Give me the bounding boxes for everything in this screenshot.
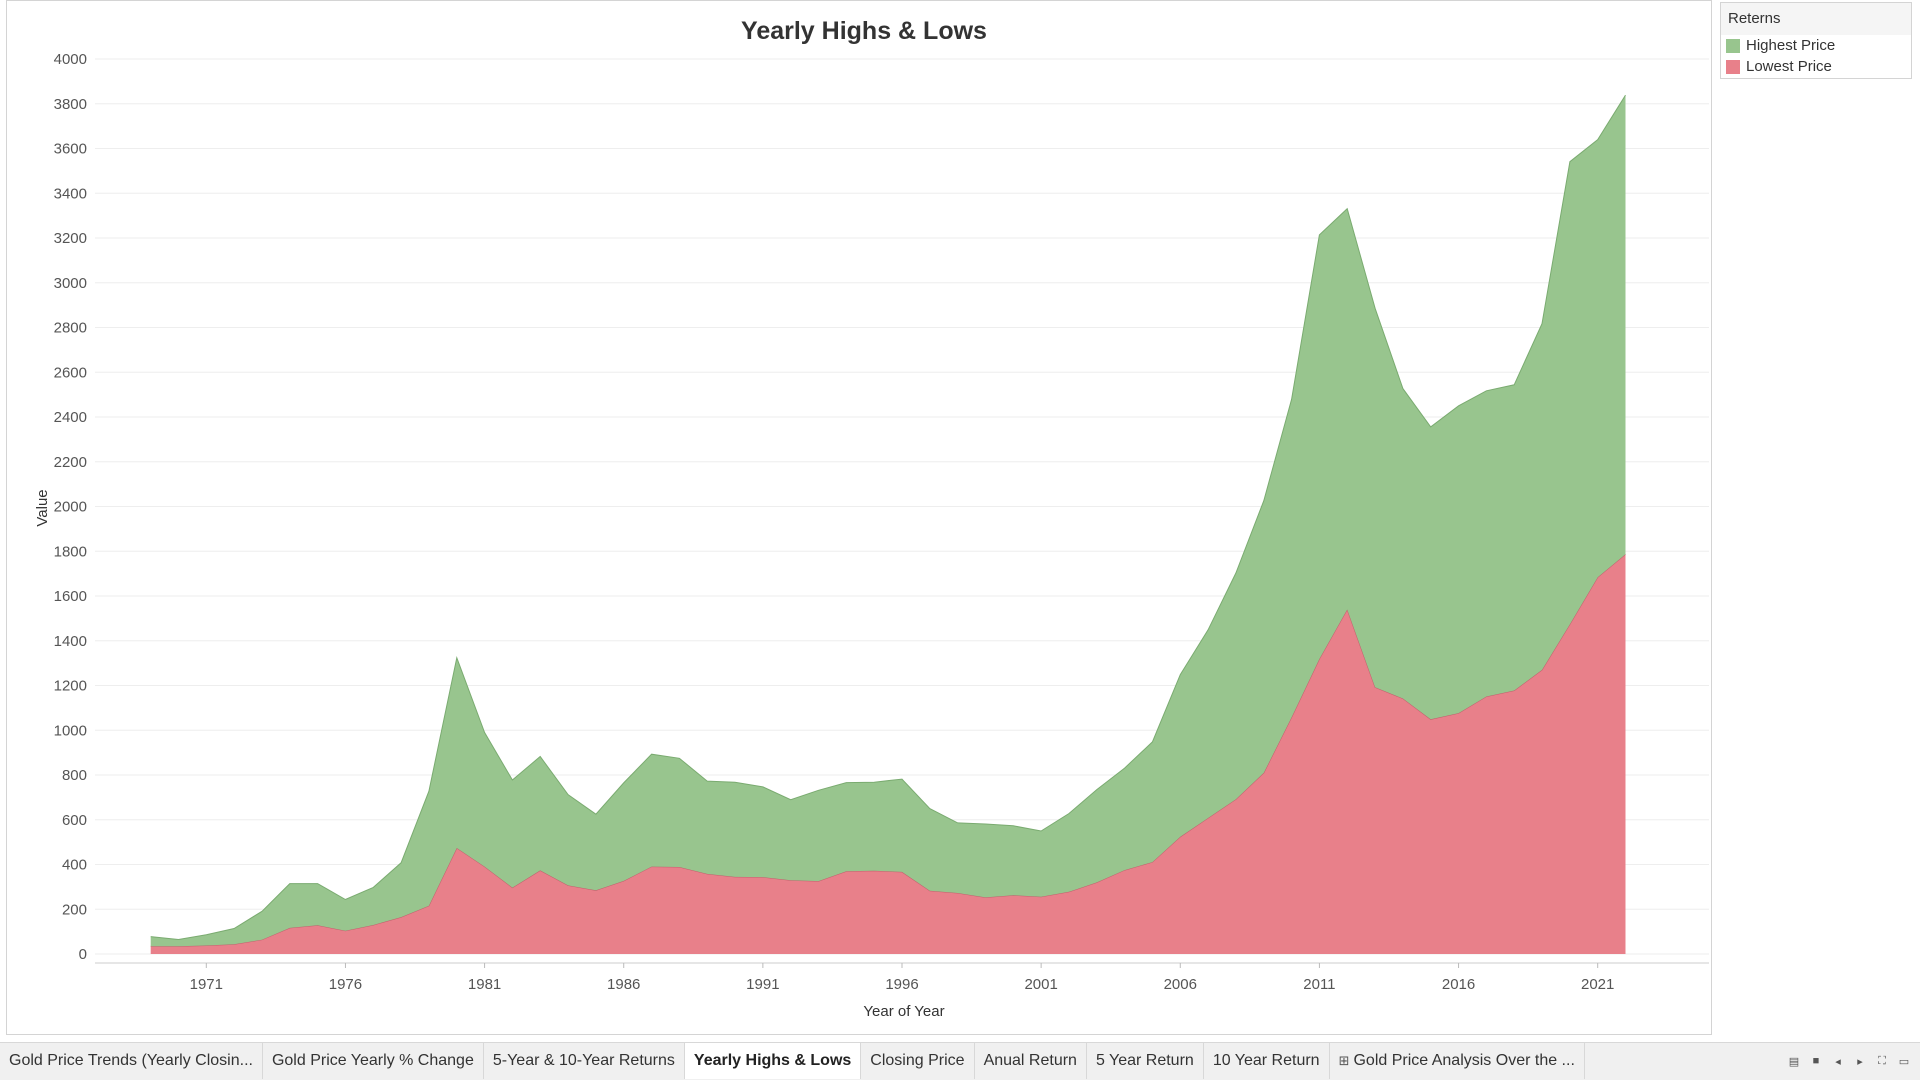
legend-item-highest-price[interactable]: Highest Price: [1721, 35, 1911, 56]
y-tick-label: 0: [79, 946, 87, 963]
y-tick-label: 1400: [54, 633, 87, 650]
y-tick-label: 2600: [54, 364, 87, 381]
y-tick-label: 2800: [54, 320, 87, 337]
fullscreen-icon[interactable]: ⛶: [1878, 1054, 1886, 1067]
y-tick-label: 2200: [54, 454, 87, 471]
y-tick-label: 200: [62, 901, 87, 918]
y-tick-label: 3000: [54, 275, 87, 292]
y-tick-label: 3600: [54, 141, 87, 158]
y-tick-label: 2000: [54, 499, 87, 516]
x-tick-label: 2021: [1581, 976, 1614, 993]
area-series-layer: [150, 94, 1626, 954]
tab-yearly-highs-lows[interactable]: Yearly Highs & Lows: [684, 1043, 862, 1079]
tab-closing-price[interactable]: Closing Price: [861, 1043, 975, 1079]
x-tick-label: 1971: [190, 976, 223, 993]
legend-item-lowest-price[interactable]: Lowest Price: [1721, 56, 1911, 77]
legend-label-highest-price: Highest Price: [1746, 37, 1836, 54]
chart-title: Yearly Highs & Lows: [741, 17, 987, 45]
tab-anual-return[interactable]: Anual Return: [974, 1043, 1087, 1079]
edge-highest-price: [150, 94, 1626, 941]
x-tick-label: 1986: [607, 976, 640, 993]
show-sheets-icon[interactable]: ▤: [1788, 1055, 1800, 1068]
y-tick-label: 4000: [54, 51, 87, 68]
legend-label-lowest-price: Lowest Price: [1746, 58, 1832, 75]
next-sheet-icon[interactable]: ▸: [1857, 1055, 1863, 1068]
area-lowest-price[interactable]: [150, 554, 1626, 954]
y-tick-label: 1800: [54, 543, 87, 560]
y-tick-label: 400: [62, 857, 87, 874]
y-tick-label: 1200: [54, 678, 87, 695]
tab-5-10-year-returns[interactable]: 5-Year & 10-Year Returns: [483, 1043, 685, 1079]
x-tick-label: 1991: [746, 976, 779, 993]
x-tick-label: 1996: [885, 976, 918, 993]
tab-5-year-return[interactable]: 5 Year Return: [1086, 1043, 1204, 1079]
x-tick-label: 2011: [1303, 976, 1335, 993]
legend-swatch-highest-price: [1726, 38, 1740, 53]
y-tick-label: 1600: [54, 588, 87, 605]
x-tick-label: 2006: [1164, 976, 1197, 993]
tab-gold-price-trends[interactable]: Gold Price Trends (Yearly Closin...: [0, 1043, 263, 1079]
x-tick-label: 2016: [1442, 976, 1475, 993]
x-axis: 1971 1976 1981 1986 1991 1996 2001 2006 2011 2016…: [95, 962, 1709, 993]
legend-swatch-lowest-price: [1726, 59, 1740, 74]
y-tick-label: 600: [62, 812, 87, 829]
y-tick-label: 3200: [54, 230, 87, 247]
y-axis: 0 200 400 600 800 1000 1200 1400 1600 1800 2000 220…: [54, 51, 87, 963]
sheet-toolbar: ▤ ■ ◂ ▸ ⛶ ▭: [1786, 1053, 1912, 1069]
grid-lines: [95, 58, 1709, 955]
chart-frame: Yearly Highs & Lows 0 200 400 600 800 1000 120…: [6, 0, 1712, 1035]
area-chart: Yearly Highs & Lows 0 200 400 600 800 1000 120…: [34, 17, 1709, 1020]
previous-sheet-icon[interactable]: ◂: [1835, 1055, 1841, 1068]
dashboard-icon: ⊞: [1338, 1053, 1350, 1068]
sheet-tab-bar: Gold Price Trends (Yearly Closin... Gold…: [0, 1042, 1920, 1080]
x-tick-label: 2001: [1024, 976, 1057, 993]
legend-title: Reterns: [1721, 3, 1911, 35]
area-highest-price[interactable]: [150, 95, 1626, 947]
x-axis-label: Year of Year: [863, 1003, 944, 1020]
y-tick-label: 800: [62, 767, 87, 784]
x-tick-label: 1981: [468, 976, 501, 993]
y-tick-label: 1000: [54, 722, 87, 739]
y-tick-label: 3400: [54, 185, 87, 202]
x-tick-label: 1976: [329, 976, 362, 993]
y-tick-label: 3800: [54, 96, 87, 113]
presentation-icon[interactable]: ▭: [1898, 1055, 1910, 1068]
tab-10-year-return[interactable]: 10 Year Return: [1203, 1043, 1330, 1079]
filmstrip-icon[interactable]: ■: [1812, 1055, 1820, 1067]
tab-gold-price-analysis[interactable]: ⊞ Gold Price Analysis Over the ...: [1329, 1043, 1585, 1079]
y-tick-label: 2400: [54, 409, 87, 426]
y-axis-label: Value: [34, 489, 51, 526]
legend: Reterns Highest Price Lowest Price: [1720, 2, 1912, 79]
tab-gold-price-yearly-change[interactable]: Gold Price Yearly % Change: [262, 1043, 484, 1079]
